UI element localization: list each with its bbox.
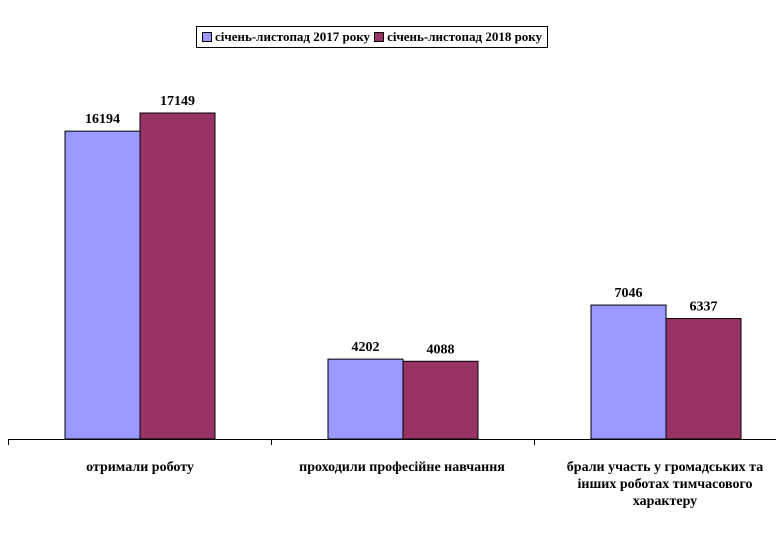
legend-swatch-2017: [202, 32, 212, 42]
legend-label-2017: січень-листопад 2017 року: [215, 29, 371, 44]
bar-2018-employed: [139, 112, 216, 440]
legend-item-2018: січень-листопад 2018 року: [374, 29, 542, 45]
category-label-training: проходили професійне навчання: [299, 460, 505, 475]
category-label-public-works: брали участь у громадських та інших робо…: [566, 460, 764, 509]
data-label-2017-public-works: 7046: [615, 286, 643, 301]
bar-2018-training: [402, 360, 479, 440]
data-label-2017-training: 4202: [352, 340, 380, 355]
category-label-employed: отримали роботу: [86, 460, 194, 475]
data-label-2018-training: 4088: [427, 342, 455, 357]
legend: січень-листопад 2017 року січень-листопа…: [196, 26, 549, 48]
legend-swatch-2018: [374, 32, 385, 42]
data-label-2017-employed: 16194: [85, 112, 120, 127]
legend-item-2017: січень-листопад 2017 року: [202, 29, 370, 45]
bar-2017-public-works: [590, 304, 667, 440]
bar-2018-public-works: [665, 318, 742, 440]
data-label-2018-employed: 17149: [160, 94, 195, 109]
legend-label-2018: січень-листопад 2018 року: [387, 29, 543, 44]
bar-2017-employed: [64, 130, 141, 440]
data-label-2018-public-works: 6337: [690, 300, 718, 315]
bar-2017-training: [327, 358, 404, 440]
